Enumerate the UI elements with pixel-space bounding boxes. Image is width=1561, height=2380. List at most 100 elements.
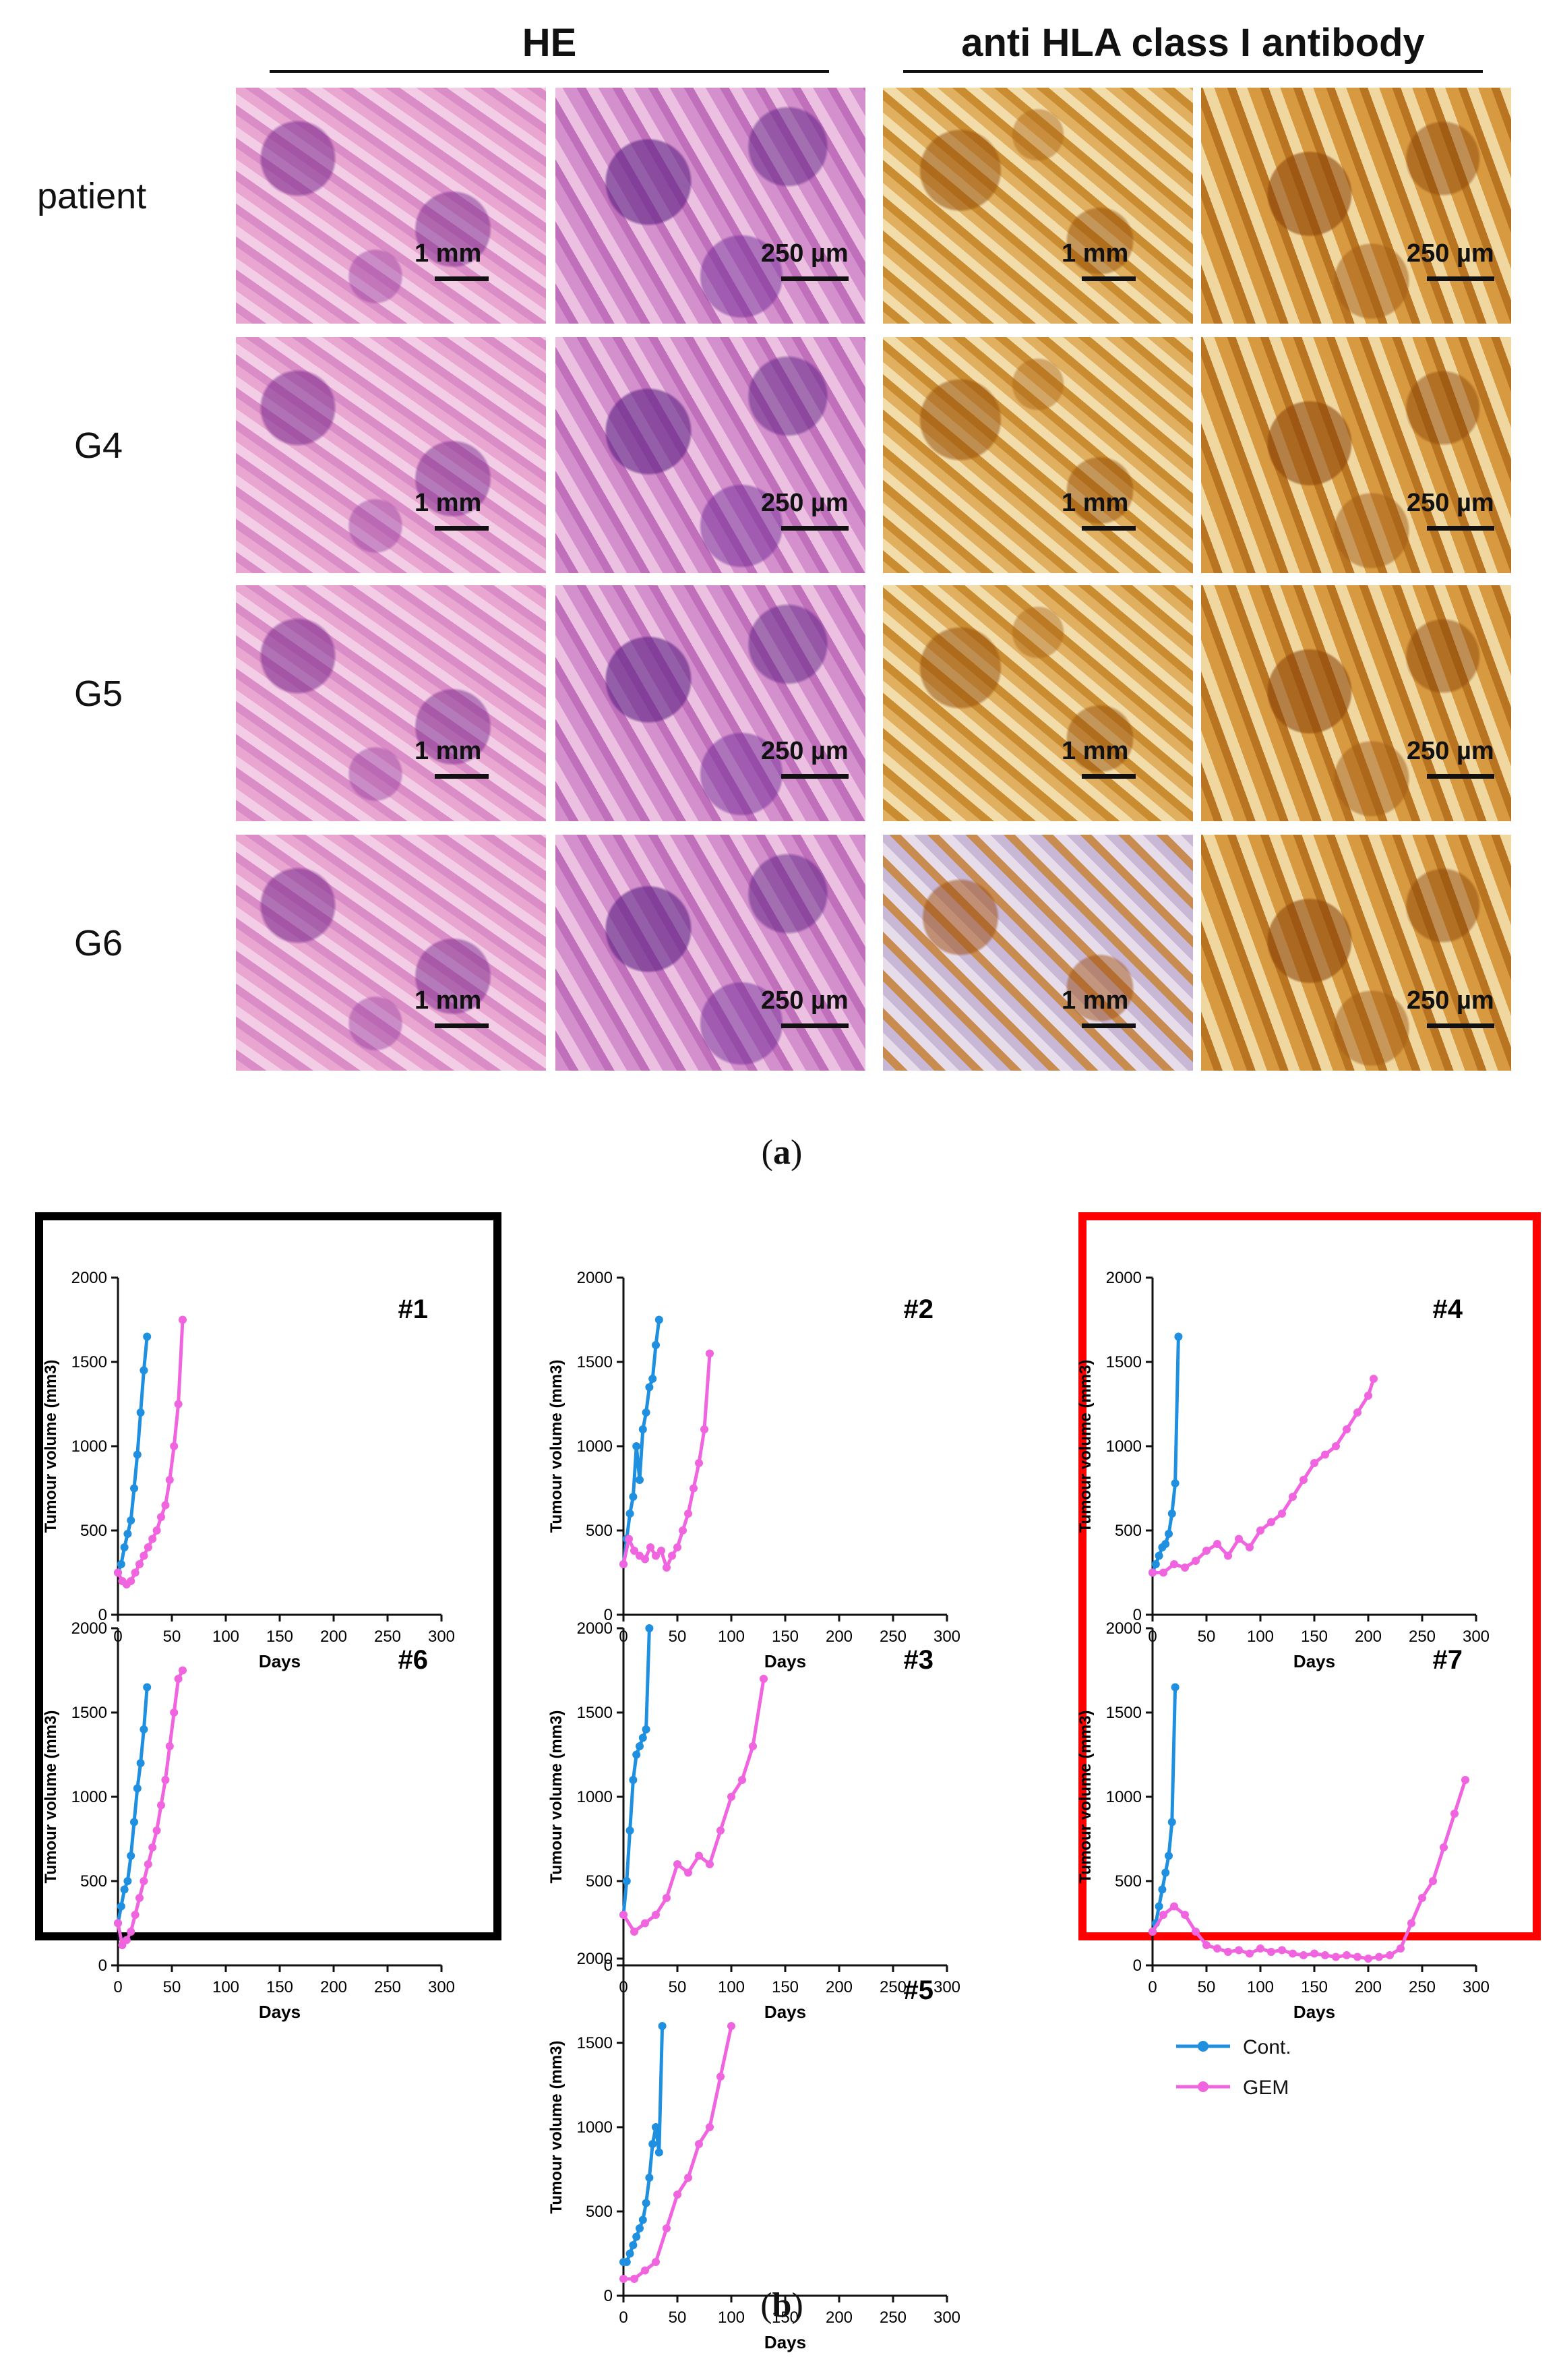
chart-id: #3	[904, 1645, 934, 1675]
data-point	[1202, 1941, 1211, 1949]
data-point	[123, 1530, 132, 1538]
x-tick-label: 300	[428, 1628, 455, 1646]
data-point	[127, 1516, 135, 1524]
data-point	[179, 1666, 187, 1675]
scale-bar	[1082, 526, 1136, 531]
data-point	[638, 2215, 647, 2224]
data-point	[130, 1818, 138, 1826]
data-point	[1267, 1518, 1275, 1526]
plot-area: 0501001502002503000500100015002000DaysTu…	[547, 1269, 960, 1671]
data-point	[738, 1776, 746, 1784]
x-tick-label: 250	[880, 1628, 907, 1646]
scale-bar-label: 1 mm	[1062, 986, 1129, 1015]
scale-bar-label: 250 µm	[1407, 489, 1494, 517]
data-point	[636, 2224, 644, 2232]
x-tick-label: 0	[113, 1978, 122, 1996]
chart-id: #4	[1433, 1295, 1463, 1324]
data-point	[1429, 1877, 1437, 1885]
data-point	[120, 1543, 129, 1551]
data-point	[629, 2241, 638, 2249]
y-tick-label: 2000	[1106, 1619, 1142, 1638]
data-point	[1440, 1843, 1448, 1851]
data-point	[1161, 1868, 1170, 1877]
data-point	[130, 1484, 138, 1493]
data-point	[652, 2258, 660, 2266]
data-point	[136, 1759, 145, 1767]
histology-image: 250 µm	[555, 337, 865, 573]
data-point	[749, 1742, 757, 1750]
x-tick-label: 50	[163, 1978, 181, 1996]
x-axis-label: Days	[764, 2002, 806, 2022]
data-point	[1407, 1919, 1415, 1928]
y-tick-label: 500	[1115, 1872, 1142, 1891]
scale-bar	[781, 1023, 849, 1028]
frame-left	[35, 1212, 501, 1940]
y-axis-label: Tumour volume (mm3)	[547, 1360, 565, 1533]
histology-image: 1 mm	[883, 88, 1193, 324]
x-tick-label: 0	[619, 2309, 628, 2327]
x-tick-label: 150	[772, 1628, 799, 1646]
data-point	[152, 1826, 161, 1835]
data-point	[1224, 1551, 1232, 1560]
scale-bar	[781, 774, 849, 779]
x-tick-label: 100	[718, 1978, 745, 1996]
data-point	[695, 1459, 703, 1467]
data-point	[1397, 1944, 1405, 1953]
data-point	[706, 1860, 714, 1868]
data-point	[1450, 1810, 1459, 1818]
growth-chart: 0501001502002503000500100015002000DaysTu…	[543, 1615, 974, 2050]
data-point	[170, 1442, 179, 1450]
histology-image: 1 mm	[236, 835, 546, 1071]
data-point	[663, 2224, 671, 2232]
scale-bar-label: 1 mm	[415, 489, 482, 517]
data-point	[1202, 1547, 1211, 1555]
x-tick-label: 200	[826, 1978, 853, 1996]
data-point	[1343, 1951, 1351, 1959]
scale-bar-label: 1 mm	[415, 239, 482, 268]
data-point	[654, 2148, 663, 2157]
histology-image: 250 µm	[1201, 337, 1511, 573]
data-point	[165, 1476, 174, 1484]
scale-bar-label: 1 mm	[415, 986, 482, 1015]
data-point	[648, 1375, 657, 1383]
scale-bar-label: 250 µm	[761, 986, 849, 1015]
y-tick-label: 500	[1115, 1522, 1142, 1540]
data-point	[663, 1564, 671, 1572]
header-hla-rule	[903, 70, 1483, 73]
data-point	[157, 1513, 165, 1521]
y-tick-label: 1000	[577, 1788, 613, 1806]
data-point	[622, 1877, 631, 1885]
data-point	[1299, 1951, 1308, 1959]
y-tick-label: 1000	[577, 1437, 613, 1456]
x-tick-label: 200	[826, 2309, 853, 2327]
x-tick-label: 100	[1247, 1628, 1274, 1646]
data-point	[148, 1535, 157, 1543]
y-tick-label: 0	[98, 1957, 107, 1975]
x-tick-label: 300	[1463, 1628, 1490, 1646]
y-tick-label: 2000	[577, 1950, 613, 1968]
x-tick-label: 50	[163, 1628, 181, 1646]
data-point	[1321, 1450, 1329, 1459]
y-tick-label: 2000	[577, 1619, 613, 1638]
data-point	[1165, 1851, 1173, 1860]
data-point	[629, 1776, 638, 1784]
y-tick-label: 1000	[1106, 1788, 1142, 1806]
data-point	[716, 1826, 725, 1835]
data-point	[657, 1547, 665, 1555]
data-point	[1235, 1535, 1243, 1543]
data-point	[1310, 1459, 1318, 1467]
header-hla: anti HLA class I antibody	[961, 21, 1425, 65]
data-point	[131, 1911, 140, 1919]
caption-a-letter: a	[773, 1133, 791, 1172]
series-line	[1151, 1687, 1177, 1932]
plot-area: 0501001502002503000500100015002000DaysTu…	[547, 1619, 960, 2022]
data-point	[133, 1450, 142, 1459]
data-point	[652, 1551, 660, 1560]
data-point	[1256, 1526, 1264, 1535]
caption-a-close: )	[791, 1133, 803, 1172]
data-point	[619, 1911, 628, 1919]
data-point	[144, 1860, 152, 1868]
y-tick-label: 500	[586, 2203, 613, 2221]
data-point	[1213, 1540, 1221, 1548]
data-point	[625, 1510, 634, 1518]
